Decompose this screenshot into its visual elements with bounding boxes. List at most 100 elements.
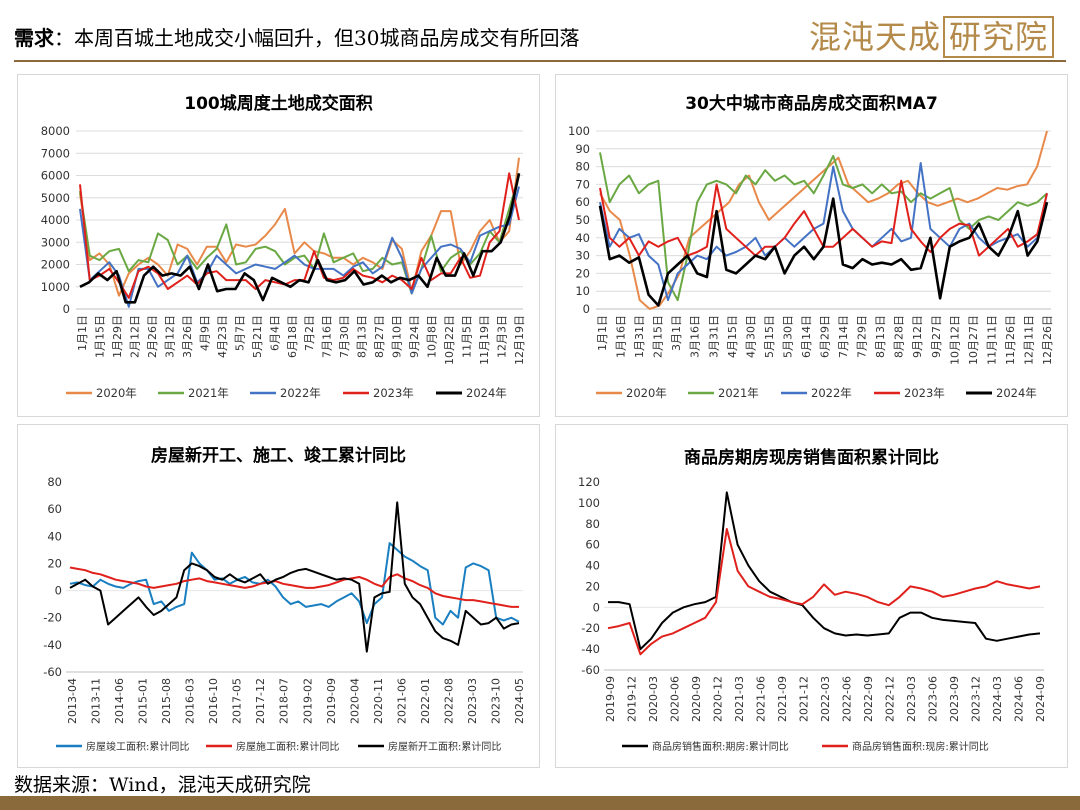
series-line [69,501,520,653]
legend-label: 2021年 [718,386,759,400]
y-tick-label: -20 [581,621,600,635]
series-line [599,162,1048,302]
x-tick-label: 2023-03 [905,676,918,722]
x-tick-label: 2022-06 [841,676,854,722]
x-tick-label: 2020-11 [372,678,385,724]
x-tick-label: 2019-12 [626,676,639,722]
chart-panel-construction: 房屋新开工、施工、竣工累计同比 -60 -40 -20 0 20 40 60 80 2013-0… [17,424,540,768]
x-tick-label: 10月22日 [443,315,456,365]
y-tick-label: 100 [578,496,600,510]
x-tick-label: 2015-01 [137,678,150,724]
x-tick-label: 8月27日 [373,315,386,358]
x-tick-label: 1月1日 [596,315,609,351]
y-tick-label: 3000 [41,235,70,249]
headline-text: ：本周百城土地成交小幅回升，但30城商品房成交有所回落 [54,26,580,50]
x-tick-label: 2021-09 [776,676,789,722]
chart-svg: -60 -40 -20 0 20 40 60 80 100 120 2019-09 2019-12 20… [578,475,1047,753]
x-tick-label: 9月27日 [930,315,943,358]
y-tick-label: 120 [578,475,600,489]
legend-label: 商品房销售面积:期房:累计同比 [652,740,789,753]
series-line [599,152,1048,302]
y-tick-label: 0 [593,600,600,614]
legend-label: 商品房销售面积:现房:累计同比 [852,740,989,753]
x-tick-label: 2022-03 [819,676,832,722]
brand-box: 研究院 [942,16,1054,58]
series-line [607,528,1041,656]
chart-panel-land-area: 100城周度土地成交面积 0 1000 2000 3000 4000 5000 6000 70… [17,74,540,417]
x-tick-label: 2021-03 [733,676,746,722]
x-tick-label: 2023-12 [970,676,983,722]
x-tick-label: 2013-11 [90,678,103,724]
series-line [79,157,520,297]
x-tick-label: 2019-09 [604,676,617,722]
x-tick-label: 6月29日 [819,315,832,358]
x-tick-label: 2019-02 [301,678,314,724]
chart-svg: 0 1000 2000 3000 4000 5000 6000 7000 8000 1月1日 1月1… [41,124,526,400]
x-tick-label: 7月14日 [837,315,850,358]
footer-bar [0,796,1080,810]
x-tick-label: 2017-12 [254,678,267,724]
y-tick-label: 60 [575,195,590,209]
x-tick-label: 6月4日 [268,315,281,351]
y-tick-label: 80 [47,475,62,489]
x-tick-label: 2021-06 [755,676,768,722]
y-tick-label: 90 [575,142,590,156]
y-tick-label: 40 [585,559,600,573]
x-tick-label: 2021-06 [395,678,408,724]
series-line [608,491,1041,651]
x-tick-label: 1月31日 [633,315,646,358]
chart-title: 30大中城市商品房成交面积MA7 [685,94,938,114]
x-tick-label: 2024-06 [1013,676,1026,722]
y-tick-label: 60 [47,502,62,516]
legend-label: 2020年 [626,386,667,400]
x-tick-label: 8月28日 [893,315,906,358]
x-tick-label: 12月19日 [513,315,526,365]
x-tick-label: 1月16日 [615,315,628,358]
x-tick-label: 5月30日 [781,315,794,358]
x-tick-label: 10月8日 [426,315,439,358]
x-tick-label: 3月31日 [707,315,720,358]
y-tick-label: 40 [575,231,590,245]
chart-title: 100城周度土地成交面积 [184,94,373,114]
y-tick-label: 7000 [41,146,70,160]
x-tick-label: 2019-09 [325,678,338,724]
series-line [69,566,519,608]
y-tick-label: 20 [47,556,62,570]
x-tick-label: 3月1日 [670,315,683,351]
y-tick-label: 80 [585,517,600,531]
x-tick-label: 2024-03 [991,676,1004,722]
legend-label: 2023年 [373,386,414,400]
legend-label: 房屋施工面积:累计同比 [236,740,339,753]
x-tick-label: 1月29日 [111,315,124,358]
x-tick-label: 11月26日 [1004,315,1017,365]
y-tick-label: 50 [575,213,590,227]
x-tick-label: 2月15日 [652,315,665,358]
series-line [79,173,521,304]
x-tick-label: 2021-12 [798,676,811,722]
y-tick-label: 8000 [41,124,70,138]
x-tick-label: 12月26日 [1041,315,1054,365]
x-tick-label: 2月26日 [146,315,159,358]
y-tick-label: 70 [575,177,590,191]
x-tick-label: 9月24日 [408,315,421,358]
chart-svg: 0 10 20 30 40 50 60 70 80 90 100 1月1日 1月16日 1月31日 2月15… [568,124,1054,400]
series-line [598,197,1049,307]
chart-title: 房屋新开工、施工、竣工累计同比 [151,446,406,466]
brand-logo: 混沌天成 研究院 [809,12,1054,58]
legend-label: 房屋竣工面积:累计同比 [86,740,189,753]
y-tick-label: 30 [575,249,590,263]
legend-label: 2022年 [280,386,321,400]
x-tick-label: 2023-03 [466,678,479,724]
x-tick-label: 2020-03 [647,676,660,722]
chart-panel-sales-yoy: 商品房期房现房销售面积累计同比 -60 -40 -20 0 20 40 60 80 100 120… [555,424,1068,768]
x-tick-label: 6月18日 [286,315,299,358]
y-tick-label: 6000 [41,169,70,183]
x-tick-label: 7月16日 [321,315,334,358]
y-tick-label: -20 [43,611,62,625]
legend-label: 2023年 [904,386,945,400]
x-tick-label: 5月7日 [233,315,246,351]
x-tick-label: 11月11日 [985,315,998,365]
x-tick-label: 2022-09 [862,676,875,722]
x-tick-label: 2023-09 [948,676,961,722]
x-tick-label: 2018-07 [278,678,291,724]
